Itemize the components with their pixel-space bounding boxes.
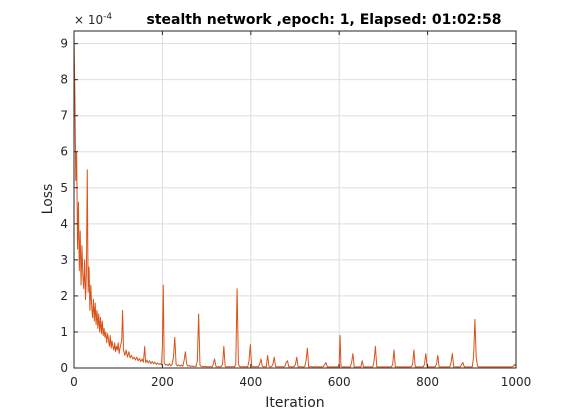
x-tick-label-3: 600 [328, 375, 351, 389]
x-axis-label: Iteration [265, 395, 324, 411]
series-line-group [73, 32, 517, 368]
x-tick-label-2: 400 [239, 375, 262, 389]
y-tick-label-3: 3 [60, 253, 68, 267]
y-tick-label-1: 1 [60, 325, 68, 339]
y-axis-label: Loss [40, 184, 56, 215]
y-exponent-label: × 10-4 [74, 12, 112, 27]
y-tick-label-9: 9 [60, 37, 68, 51]
y-tick-label-0: 0 [60, 361, 68, 375]
y-exponent-power: -4 [103, 12, 112, 22]
y-tick-label-7: 7 [60, 109, 68, 123]
series-line-0 [73, 32, 517, 368]
x-tick-label-1: 200 [151, 375, 174, 389]
y-tick-label-5: 5 [60, 181, 68, 195]
tick-labels: 0 200 400 600 800 1000 0 1 2 3 4 5 6 7 8 9 [60, 37, 531, 389]
y-tick-label-8: 8 [60, 73, 68, 87]
chart-title: stealth network ,epoch: 1, Elapsed: 01:0… [146, 12, 501, 28]
y-exponent-base: × 10 [74, 13, 103, 27]
plot-area [74, 31, 516, 368]
axes-box [73, 30, 517, 369]
y-tick-label-6: 6 [60, 145, 68, 159]
y-tick-label-4: 4 [60, 217, 68, 231]
x-tick-label-0: 0 [70, 375, 78, 389]
y-tick-label-2: 2 [60, 289, 68, 303]
axes [73, 30, 517, 369]
x-tick-label-4: 800 [416, 375, 439, 389]
x-tick-label-5: 1000 [501, 375, 532, 389]
grid [73, 31, 517, 369]
